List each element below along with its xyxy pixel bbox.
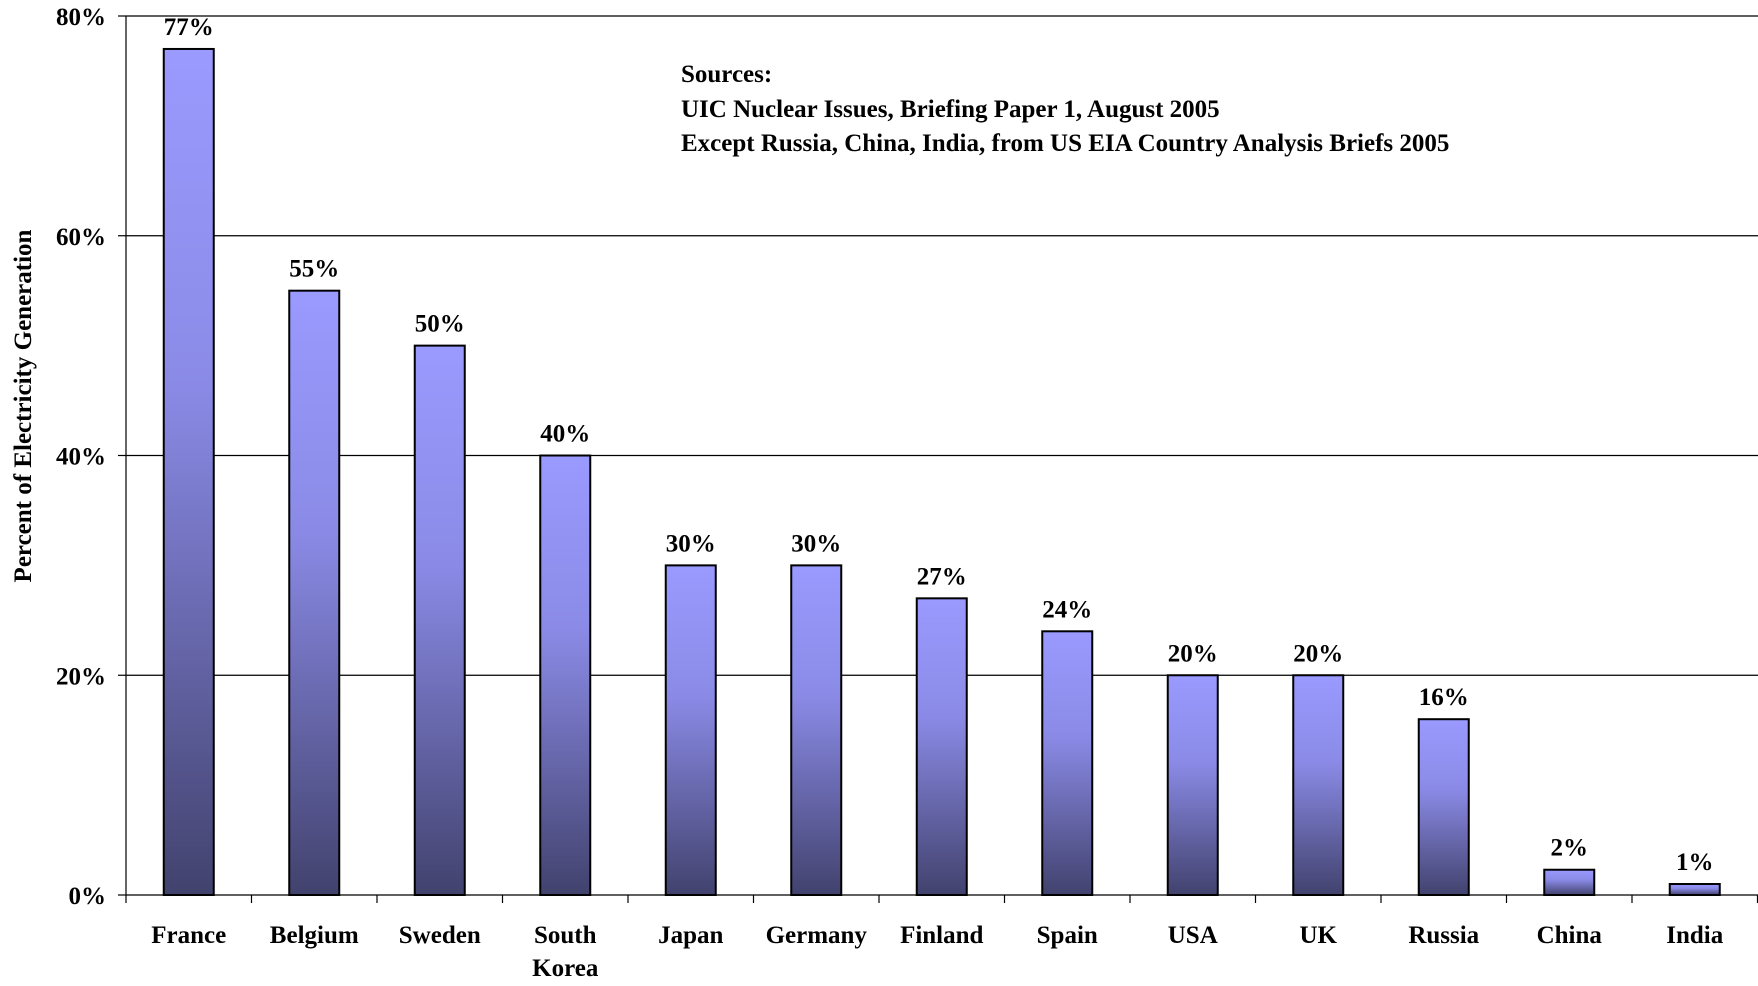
category-label: Germany — [766, 922, 868, 949]
bars — [162, 47, 1721, 897]
y-tick-label: 0% — [69, 883, 107, 910]
category-label: India — [1666, 922, 1723, 949]
category-label: Japan — [658, 922, 723, 949]
bar-sweden — [413, 344, 466, 896]
category-label: UK — [1300, 922, 1338, 949]
category-label: Belgium — [270, 922, 359, 949]
data-label: 24% — [1042, 596, 1092, 623]
bar-france — [162, 47, 215, 896]
data-label: 77% — [164, 14, 214, 41]
bar-japan — [664, 564, 717, 896]
y-tick-label: 20% — [56, 663, 106, 690]
sources-line: Except Russia, China, India, from US EIA… — [681, 130, 1449, 157]
category-label: USA — [1168, 922, 1218, 949]
data-label: 27% — [917, 563, 967, 590]
bar-usa — [1166, 674, 1219, 896]
bar-south-korea — [539, 454, 592, 896]
bar-finland — [915, 597, 968, 897]
category-label: China — [1537, 922, 1603, 949]
data-label: 20% — [1293, 640, 1343, 667]
category-label: South Korea — [532, 922, 599, 981]
data-label: 30% — [666, 530, 716, 557]
data-label: 50% — [415, 311, 465, 338]
bar-belgium — [288, 289, 341, 896]
data-label: 55% — [289, 256, 339, 283]
category-label: Finland — [900, 922, 983, 949]
data-label: 40% — [540, 421, 590, 448]
data-label: 16% — [1419, 684, 1469, 711]
bar-india — [1668, 883, 1721, 897]
y-tick-label: 40% — [56, 444, 106, 471]
data-labels: 77% 55% 50% 40% 30% 30% 27% 24% 20% 20% 16% 2% 1% — [164, 14, 1714, 876]
bar-spain — [1041, 630, 1094, 896]
bar-germany — [790, 564, 843, 896]
sources-line: Sources: — [681, 61, 772, 88]
sources-line: UIC Nuclear Issues, Briefing Paper 1, Au… — [681, 96, 1220, 123]
category-labels: France Belgium Sweden South Korea Japan German… — [151, 922, 1723, 982]
category-label: Spain — [1037, 922, 1098, 949]
bar-china — [1543, 868, 1596, 897]
y-tick-label: 60% — [56, 224, 106, 251]
category-label: Russia — [1408, 922, 1479, 949]
category-label: France — [151, 922, 226, 949]
data-label: 20% — [1168, 640, 1218, 667]
bar-uk — [1292, 674, 1345, 896]
category-label: Sweden — [399, 922, 481, 949]
y-tick-label: 80% — [56, 4, 106, 31]
y-tick-labels: 0% 20% 40% 60% 80% — [56, 4, 106, 910]
bar-russia — [1417, 718, 1470, 897]
data-label: 2% — [1551, 835, 1589, 862]
data-label: 1% — [1676, 849, 1714, 876]
data-label: 30% — [791, 530, 841, 557]
sources-annotation: Sources: UIC Nuclear Issues, Briefing Pa… — [681, 61, 1449, 157]
y-axis-title: Percent of Electricity Generation — [10, 229, 37, 582]
